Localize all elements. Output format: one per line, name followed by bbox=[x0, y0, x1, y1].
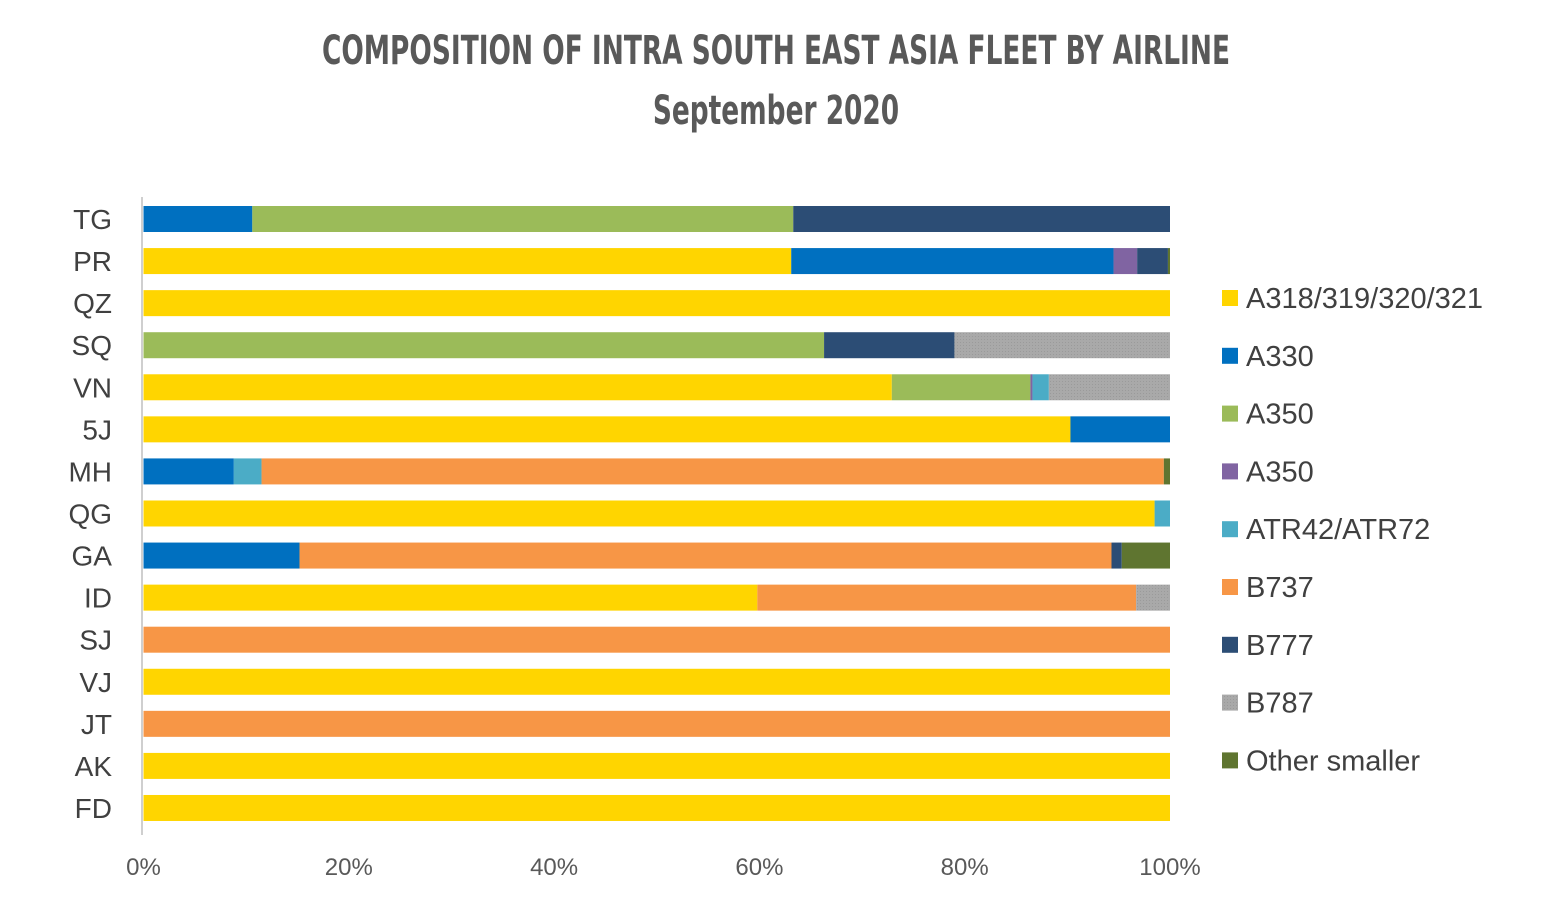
category-label: JT bbox=[81, 709, 112, 740]
legend-swatch bbox=[1222, 636, 1238, 653]
bar-segment-sq-7 bbox=[954, 332, 1170, 359]
legend-label: A330 bbox=[1246, 341, 1314, 373]
category-label: QG bbox=[68, 498, 112, 529]
bar-segment-pr-3 bbox=[1113, 248, 1138, 275]
legend-label: B787 bbox=[1246, 688, 1314, 720]
bar-segment-vn-2 bbox=[891, 374, 1031, 401]
chart-subtitle: September 2020 bbox=[652, 88, 900, 134]
category-label: QZ bbox=[73, 288, 112, 319]
bar-segment-5j-0 bbox=[143, 416, 1071, 443]
bar-segment-vn-3 bbox=[1030, 374, 1033, 401]
legend-label: A318/319/320/321 bbox=[1246, 283, 1483, 315]
category-label: ID bbox=[84, 583, 112, 614]
legend-label: A350 bbox=[1246, 399, 1314, 431]
x-tick-labels: 0% 20% 40% 60% 80% 100% bbox=[126, 854, 1201, 881]
bar-segment-vn-0 bbox=[143, 374, 892, 401]
legend-label: A350 bbox=[1246, 456, 1314, 488]
bar-segment-mh-4 bbox=[233, 458, 262, 485]
bar-segment-vn-7 bbox=[1048, 374, 1170, 401]
bar-segment-id-0 bbox=[143, 584, 758, 611]
bar-segment-pr-1 bbox=[791, 248, 1114, 275]
bar-segment-sq-6 bbox=[824, 332, 955, 359]
bar-segment-mh-5 bbox=[261, 458, 1164, 485]
legend-swatch bbox=[1222, 579, 1238, 595]
category-label: AK bbox=[75, 751, 113, 782]
category-label: PR bbox=[73, 246, 112, 277]
legend-label: B737 bbox=[1246, 572, 1314, 604]
x-tick-label: 0% bbox=[126, 854, 161, 881]
chart-title: COMPOSITION OF INTRA SOUTH EAST ASIA FLE… bbox=[321, 28, 1231, 74]
bar-segment-5j-1 bbox=[1070, 416, 1170, 443]
legend-swatch bbox=[1222, 694, 1238, 711]
bar-segment-ak-0 bbox=[143, 752, 1170, 779]
bar-segment-sq-2 bbox=[143, 332, 825, 359]
bar-segment-pr-8 bbox=[1167, 248, 1170, 275]
bar-segment-qz-0 bbox=[143, 290, 1170, 317]
bar-segment-mh-8 bbox=[1163, 458, 1170, 485]
bar-segment-ga-8 bbox=[1121, 542, 1170, 569]
bar-segment-mh-1 bbox=[143, 458, 234, 485]
bar-segment-tg-6 bbox=[793, 206, 1170, 232]
x-tick-label: 60% bbox=[735, 854, 783, 881]
legend-label: B777 bbox=[1246, 630, 1314, 662]
bar-segment-jt-5 bbox=[143, 710, 1170, 737]
x-tick-label: 100% bbox=[1139, 854, 1200, 881]
category-label: MH bbox=[68, 456, 112, 487]
category-label: SJ bbox=[79, 625, 112, 656]
legend-swatch bbox=[1222, 290, 1238, 306]
bars-group bbox=[143, 206, 1170, 821]
legend-label: Other smaller bbox=[1246, 745, 1420, 777]
bar-segment-vj-0 bbox=[143, 668, 1170, 695]
category-label: SQ bbox=[72, 330, 112, 361]
category-labels: TG PR QZ SQ VN 5J MH QG GA ID SJ VJ JT AK FD bbox=[68, 204, 112, 824]
category-label: VN bbox=[73, 372, 112, 403]
legend-swatch bbox=[1222, 752, 1238, 769]
category-label: FD bbox=[75, 793, 112, 824]
legend-swatch bbox=[1222, 347, 1238, 364]
bar-segment-ga-1 bbox=[143, 542, 300, 569]
bar-segment-tg-2 bbox=[252, 206, 794, 232]
x-tick-label: 80% bbox=[941, 854, 989, 881]
category-label: 5J bbox=[82, 414, 112, 445]
legend-label: ATR42/ATR72 bbox=[1246, 514, 1430, 546]
bar-segment-tg-1 bbox=[143, 206, 253, 232]
bar-segment-id-5 bbox=[757, 584, 1137, 611]
legend: A318/319/320/321 A330 A350 A350 ATR42/ATR72 B… bbox=[1222, 283, 1483, 777]
bar-segment-pr-6 bbox=[1137, 248, 1168, 275]
bar-segment-ga-5 bbox=[299, 542, 1112, 569]
bar-segment-sj-5 bbox=[143, 626, 1170, 653]
category-label: VJ bbox=[79, 667, 112, 698]
category-label: GA bbox=[72, 541, 113, 572]
bar-segment-pr-0 bbox=[143, 248, 792, 275]
x-tick-label: 40% bbox=[530, 854, 578, 881]
legend-swatch bbox=[1222, 405, 1238, 422]
bar-segment-qg-0 bbox=[143, 500, 1155, 527]
bar-segment-fd-0 bbox=[143, 794, 1170, 821]
legend-swatch bbox=[1222, 463, 1238, 480]
bar-segment-vn-4 bbox=[1032, 374, 1049, 401]
legend-swatch bbox=[1222, 521, 1238, 538]
category-label: TG bbox=[73, 204, 112, 235]
bar-segment-ga-6 bbox=[1111, 542, 1122, 569]
bar-segment-id-7 bbox=[1136, 584, 1170, 611]
bar-segment-qg-4 bbox=[1154, 500, 1170, 527]
x-tick-label: 20% bbox=[325, 854, 373, 881]
